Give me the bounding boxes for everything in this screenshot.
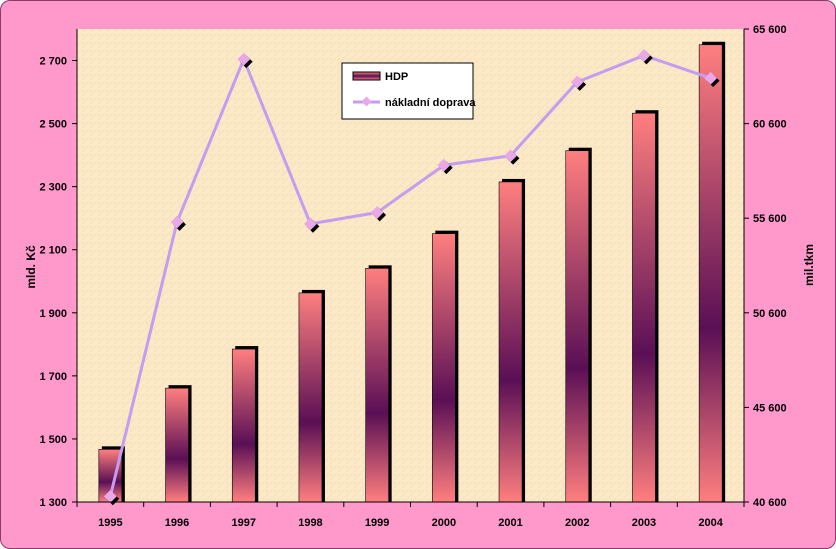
point-freight-1999: [370, 206, 384, 219]
legend-freight-label: nákladní doprava: [385, 97, 476, 109]
bar-hdp-1997: [231, 348, 256, 503]
x-tick-label: 2002: [565, 517, 589, 529]
hdp-bars: [98, 41, 726, 503]
x-tick-label: 2001: [498, 517, 522, 529]
x-tick-label: 2000: [432, 517, 456, 529]
y2-tick-label: 40 600: [753, 497, 787, 509]
bar-hdp-1998: [298, 292, 323, 503]
y-tick-label: 2 500: [39, 119, 67, 131]
bar-hdp-2000: [432, 233, 456, 503]
x-tick-label: 1999: [365, 517, 389, 529]
bar-hdp-1999: [365, 268, 389, 503]
y2-tick-label: 60 600: [753, 119, 787, 131]
y-tick-label: 1 300: [39, 497, 67, 509]
y-tick-label: 2 700: [39, 56, 67, 68]
point-freight-2000: [437, 158, 451, 172]
x-tick-label: 1995: [98, 517, 122, 529]
bar-hdp-1996: [165, 387, 189, 503]
y2-tick-label: 65 600: [753, 24, 787, 36]
x-tick-label: 1997: [232, 517, 256, 529]
legend-hdp-label: HDP: [385, 71, 408, 83]
y2-tick-label: 50 600: [753, 308, 787, 320]
y-tick-label: 2 300: [39, 182, 67, 194]
x-tick-label: 1998: [298, 517, 322, 529]
bar-hdp-2003: [632, 112, 656, 503]
y-axis-title: mld. Kč: [24, 245, 38, 289]
point-freight-1996: [170, 215, 184, 229]
right-axis-ticks: 40 600 45 600 50 600 55 600 60 600 65 600: [744, 24, 787, 509]
bar-hdp-2004: [698, 44, 723, 503]
line-freight: [108, 53, 712, 497]
y2-tick-label: 45 600: [753, 402, 787, 414]
y-tick-label: 1 500: [39, 434, 67, 446]
point-freight-1998: [304, 217, 317, 231]
x-tick-label: 2004: [698, 517, 723, 529]
y2-tick-label: 55 600: [753, 213, 787, 225]
x-axis-ticks: 1995 1996 1997 1998 1999 2000 2001 2002 2003 2004: [76, 502, 745, 529]
y-tick-label: 1 900: [39, 308, 67, 320]
y2-axis-title: mil.tkm: [802, 244, 816, 286]
bar-hdp-2001: [498, 181, 523, 503]
point-freight-1997: [237, 52, 251, 66]
x-tick-label: 1996: [165, 517, 189, 529]
left-axis-ticks: 1 300 1 500 1 700 1 900 2 100 2 300 2 500 2 700: [39, 56, 77, 509]
legend-hdp-swatch: [352, 71, 381, 81]
legend: HDP nákladní doprava: [341, 62, 476, 120]
x-tick-label: 2003: [632, 517, 656, 529]
y-tick-label: 2 100: [39, 245, 67, 257]
y-tick-label: 1 700: [39, 371, 67, 383]
point-freight-1995: [103, 489, 117, 503]
bar-hdp-2002: [565, 150, 590, 503]
